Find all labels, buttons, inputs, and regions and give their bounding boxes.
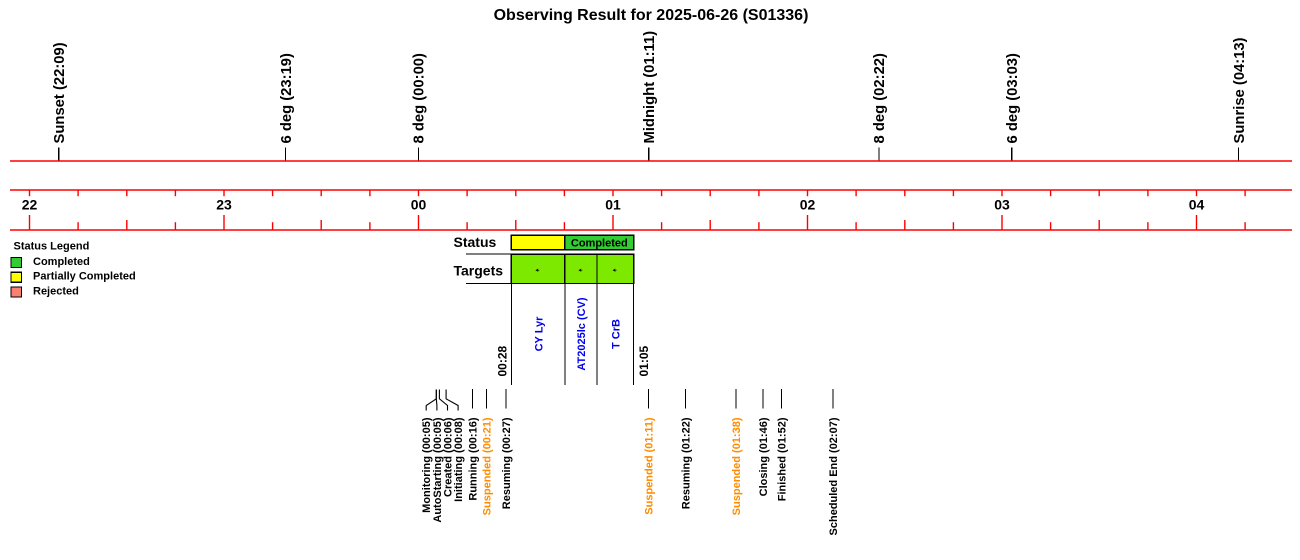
svg-text:T CrB: T CrB: [611, 319, 623, 349]
svg-text:Finished (01:52): Finished (01:52): [777, 417, 789, 501]
svg-text:Running (00:16): Running (00:16): [468, 417, 480, 500]
svg-text:00: 00: [411, 197, 427, 213]
svg-text:Rejected: Rejected: [33, 285, 79, 297]
svg-text:Resuming (01:22): Resuming (01:22): [681, 417, 693, 509]
svg-text:Resuming (00:27): Resuming (00:27): [501, 417, 513, 509]
svg-text:04: 04: [1189, 197, 1205, 213]
svg-text:Sunset (22:09): Sunset (22:09): [52, 42, 68, 143]
svg-text:Suspended (01:38): Suspended (01:38): [731, 417, 743, 515]
svg-text:AutoStarting (00:05): AutoStarting (00:05): [432, 417, 444, 522]
svg-text:01: 01: [605, 197, 621, 213]
svg-text:Closing (01:46): Closing (01:46): [758, 417, 770, 496]
svg-text:CY Lyr: CY Lyr: [533, 316, 545, 352]
svg-text:Status Legend: Status Legend: [14, 241, 90, 253]
svg-text:8 deg (00:00): 8 deg (00:00): [412, 53, 428, 144]
svg-text:Monitoring (00:05): Monitoring (00:05): [421, 417, 433, 513]
svg-text:22: 22: [22, 197, 38, 213]
svg-text:03: 03: [994, 197, 1010, 213]
svg-text:Completed: Completed: [571, 237, 628, 249]
svg-text:00:28: 00:28: [496, 345, 510, 376]
svg-text:02: 02: [800, 197, 816, 213]
svg-text:6 deg (23:19): 6 deg (23:19): [279, 53, 295, 144]
svg-text:Initiating (00:08): Initiating (00:08): [453, 417, 465, 502]
svg-text:23: 23: [216, 197, 232, 213]
svg-text:Observing Result for 2025-06-2: Observing Result for 2025-06-26 (S01336): [494, 7, 809, 24]
svg-text:Status: Status: [454, 234, 497, 250]
svg-text:Suspended (01:11): Suspended (01:11): [644, 417, 656, 515]
svg-text:Midnight (01:11): Midnight (01:11): [642, 31, 658, 144]
svg-text:AT2025lc (CV): AT2025lc (CV): [576, 297, 588, 370]
svg-text:01:05: 01:05: [637, 345, 651, 376]
svg-text:Sunrise (04:13): Sunrise (04:13): [1232, 37, 1248, 143]
svg-text:Targets: Targets: [454, 263, 504, 279]
svg-text:Completed: Completed: [33, 256, 90, 268]
svg-text:Partially Completed: Partially Completed: [33, 271, 136, 283]
svg-text:Suspended (00:21): Suspended (00:21): [482, 417, 494, 515]
svg-text:6 deg (03:03): 6 deg (03:03): [1005, 53, 1021, 144]
svg-text:Created (00:06): Created (00:06): [443, 417, 455, 497]
svg-text:Scheduled End (02:07): Scheduled End (02:07): [828, 417, 840, 535]
svg-text:8 deg (02:22): 8 deg (02:22): [872, 53, 888, 144]
